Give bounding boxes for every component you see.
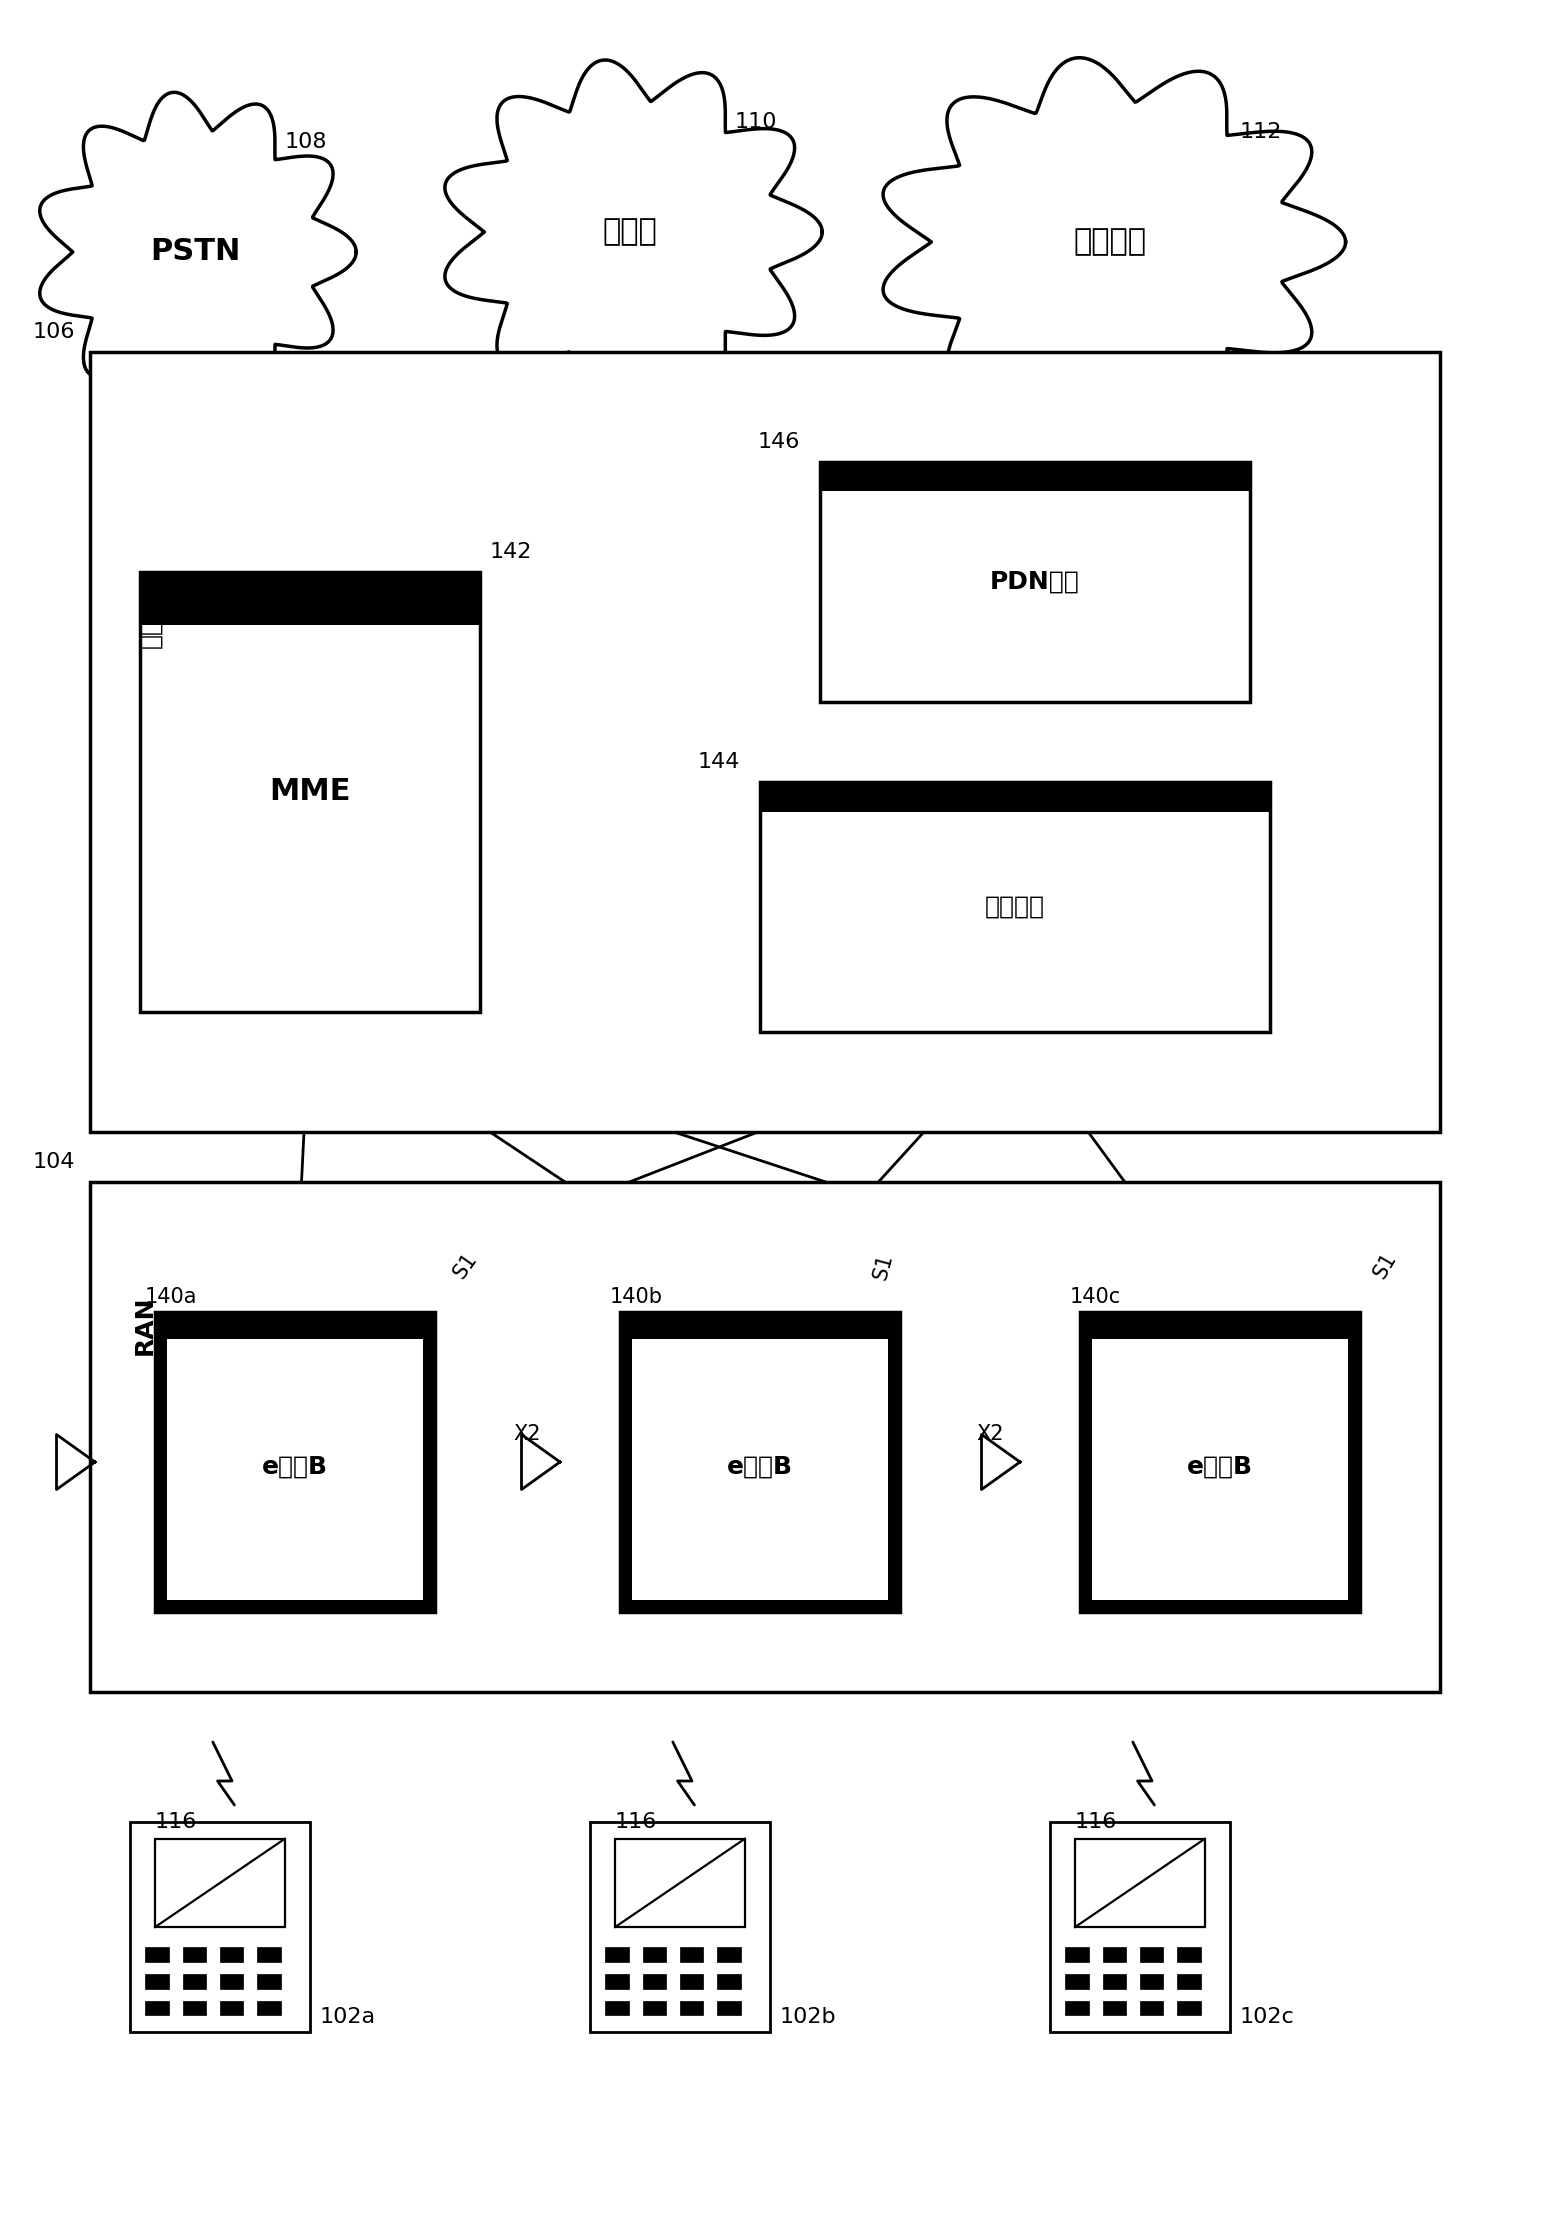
Text: 116: 116 xyxy=(154,1812,198,1832)
Text: 110: 110 xyxy=(735,112,777,132)
Text: 服务网关: 服务网关 xyxy=(984,895,1045,920)
Bar xyxy=(718,1973,741,1989)
Bar xyxy=(1140,1973,1164,1989)
Text: X2: X2 xyxy=(977,1424,1003,1444)
Text: e节点B: e节点B xyxy=(727,1455,792,1480)
Bar xyxy=(615,1839,744,1926)
Bar xyxy=(821,462,1250,703)
Text: PSTN: PSTN xyxy=(150,237,240,266)
Bar xyxy=(1140,1946,1164,1962)
Text: e节点B: e节点B xyxy=(262,1455,328,1480)
Bar xyxy=(821,462,1250,491)
Text: PDN网关: PDN网关 xyxy=(991,569,1080,594)
Bar xyxy=(145,1946,168,1962)
Text: 140b: 140b xyxy=(610,1288,663,1308)
Text: 116: 116 xyxy=(615,1812,657,1832)
Bar xyxy=(718,2000,741,2015)
Text: 144: 144 xyxy=(697,752,739,772)
Text: 因特网: 因特网 xyxy=(602,217,657,246)
Bar xyxy=(140,571,480,1011)
Text: 112: 112 xyxy=(1240,123,1282,143)
Text: S1: S1 xyxy=(449,1250,482,1281)
Bar xyxy=(183,1946,206,1962)
Text: 140c: 140c xyxy=(1070,1288,1122,1308)
Text: 102c: 102c xyxy=(1240,2007,1295,2027)
Bar xyxy=(1065,1973,1089,1989)
Text: e节点B: e节点B xyxy=(1187,1455,1253,1480)
Text: 116: 116 xyxy=(1075,1812,1117,1832)
Text: 146: 146 xyxy=(758,433,800,453)
Text: 106: 106 xyxy=(33,321,75,341)
Text: 104: 104 xyxy=(33,1152,75,1172)
Bar xyxy=(154,1839,285,1926)
Bar xyxy=(1080,1312,1360,1612)
Bar xyxy=(183,2000,206,2015)
Bar xyxy=(257,2000,281,2015)
Bar xyxy=(1075,1839,1204,1926)
Bar xyxy=(1103,1946,1126,1962)
Bar xyxy=(1178,2000,1201,2015)
Text: MME: MME xyxy=(270,777,351,806)
Text: S1: S1 xyxy=(870,1252,895,1281)
Bar xyxy=(220,1946,243,1962)
Bar xyxy=(1065,1946,1089,1962)
Bar xyxy=(1103,1973,1126,1989)
Polygon shape xyxy=(883,58,1346,426)
Bar xyxy=(145,2000,168,2015)
Polygon shape xyxy=(39,92,356,411)
Bar xyxy=(643,1946,666,1962)
Bar xyxy=(760,781,1270,812)
Bar xyxy=(257,1973,281,1989)
Bar xyxy=(167,1339,423,1600)
Bar xyxy=(632,1339,888,1600)
Bar xyxy=(643,1973,666,1989)
Bar xyxy=(129,1821,310,2031)
Text: 142: 142 xyxy=(490,542,532,562)
Text: RAN: RAN xyxy=(133,1295,158,1355)
Bar xyxy=(643,2000,666,2015)
Bar xyxy=(154,1312,435,1612)
Text: 其他网络: 其他网络 xyxy=(1073,228,1147,257)
Text: X2: X2 xyxy=(513,1424,541,1444)
Bar xyxy=(1092,1339,1348,1600)
Text: 108: 108 xyxy=(285,132,328,152)
Bar xyxy=(605,1973,629,1989)
Bar xyxy=(220,2000,243,2015)
Bar xyxy=(760,781,1270,1031)
Bar xyxy=(605,1946,629,1962)
Bar xyxy=(1065,2000,1089,2015)
Text: 核心网: 核心网 xyxy=(137,603,162,647)
Bar xyxy=(718,1946,741,1962)
Text: 140a: 140a xyxy=(145,1288,198,1308)
Bar xyxy=(90,1183,1440,1692)
Bar xyxy=(257,1946,281,1962)
Bar xyxy=(1050,1821,1229,2031)
Bar xyxy=(90,353,1440,1132)
Bar xyxy=(220,1973,243,1989)
Bar xyxy=(145,1973,168,1989)
Polygon shape xyxy=(445,60,822,404)
Bar xyxy=(619,1312,900,1612)
Bar xyxy=(1178,1973,1201,1989)
Bar xyxy=(590,1821,771,2031)
Bar xyxy=(680,2000,704,2015)
Bar xyxy=(1178,1946,1201,1962)
Bar xyxy=(680,1946,704,1962)
Bar xyxy=(140,571,480,625)
Bar xyxy=(183,1973,206,1989)
Bar xyxy=(680,1973,704,1989)
Bar xyxy=(1103,2000,1126,2015)
Bar xyxy=(605,2000,629,2015)
Text: 102b: 102b xyxy=(780,2007,836,2027)
Text: 102a: 102a xyxy=(320,2007,376,2027)
Text: S1: S1 xyxy=(1370,1250,1401,1281)
Bar xyxy=(1140,2000,1164,2015)
